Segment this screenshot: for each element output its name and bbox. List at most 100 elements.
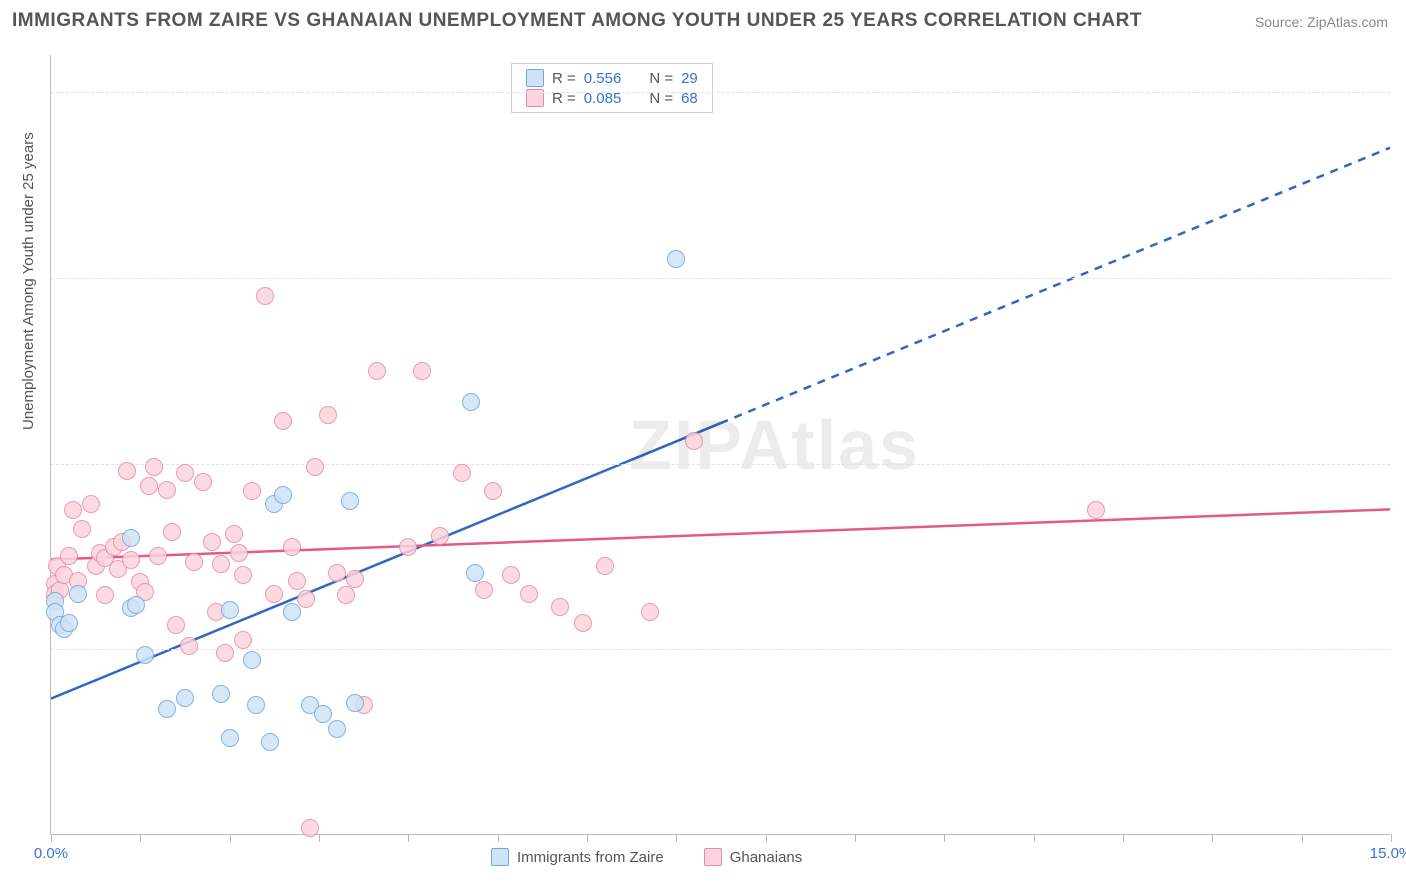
y-axis-label: Unemployment Among Youth under 25 years [20,132,37,430]
data-point [346,694,364,712]
legend-label: Ghanaians [730,849,803,866]
data-point [96,586,114,604]
legend-swatch [491,848,509,866]
legend-swatch [526,69,544,87]
data-point [145,458,163,476]
data-point [685,432,703,450]
data-point [234,631,252,649]
data-point [243,651,261,669]
data-point [328,720,346,738]
trend-line-solid [51,509,1390,559]
data-point [274,412,292,430]
data-point [64,501,82,519]
chart-title: IMMIGRANTS FROM ZAIRE VS GHANAIAN UNEMPL… [12,10,1142,32]
legend-stat-row: R =0.085N =68 [512,88,712,108]
x-tick [944,834,945,842]
trend-line-dashed [721,148,1391,423]
trend-lines-svg [51,55,1390,834]
x-tick [766,834,767,842]
data-point [466,564,484,582]
data-point [167,616,185,634]
watermark: ZIPAtlas [629,405,920,485]
data-point [328,564,346,582]
legend-stat-row: R =0.556N =29 [512,68,712,88]
data-point [306,458,324,476]
data-point [212,685,230,703]
data-point [283,538,301,556]
data-point [641,603,659,621]
data-point [60,547,78,565]
data-point [297,590,315,608]
data-point [118,462,136,480]
data-point [180,637,198,655]
data-point [453,464,471,482]
x-tick [51,834,52,842]
data-point [462,393,480,411]
data-point [158,700,176,718]
data-point [216,644,234,662]
data-point [368,362,386,380]
data-point [520,585,538,603]
data-point [158,481,176,499]
x-tick [1123,834,1124,842]
data-point [221,601,239,619]
data-point [256,287,274,305]
data-point [122,529,140,547]
r-label: R = [552,70,576,87]
legend-correlation-stats: R =0.556N =29R =0.085N =68 [511,63,713,113]
data-point [230,544,248,562]
data-point [234,566,252,584]
plot-area: ZIPAtlas R =0.556N =29R =0.085N =68 Immi… [50,55,1390,835]
x-tick [676,834,677,842]
data-point [475,581,493,599]
data-point [243,482,261,500]
gridline [51,92,1390,93]
data-point [596,557,614,575]
data-point [163,523,181,541]
data-point [346,570,364,588]
n-label: N = [649,70,673,87]
data-point [265,585,283,603]
data-point [341,492,359,510]
data-point [82,495,100,513]
x-tick [587,834,588,842]
data-point [69,585,87,603]
legend-item: Immigrants from Zaire [491,848,664,866]
correlation-chart: IMMIGRANTS FROM ZAIRE VS GHANAIAN UNEMPL… [0,0,1406,892]
data-point [149,547,167,565]
data-point [283,603,301,621]
data-point [288,572,306,590]
data-point [212,555,230,573]
data-point [140,477,158,495]
x-tick [1391,834,1392,842]
data-point [60,614,78,632]
legend-series: Immigrants from Zaire Ghanaians [491,848,802,866]
data-point [225,525,243,543]
data-point [314,705,332,723]
data-point [431,527,449,545]
legend-swatch [704,848,722,866]
data-point [301,819,319,837]
x-tick-label: 15.0% [1370,845,1406,862]
data-point [667,250,685,268]
x-tick [1212,834,1213,842]
data-point [574,614,592,632]
data-point [484,482,502,500]
data-point [203,533,221,551]
data-point [73,520,91,538]
data-point [337,586,355,604]
data-point [194,473,212,491]
data-point [136,646,154,664]
data-point [247,696,265,714]
data-point [261,733,279,751]
legend-label: Immigrants from Zaire [517,849,664,866]
x-tick [319,834,320,842]
data-point [551,598,569,616]
x-tick [408,834,409,842]
gridline [51,464,1390,465]
data-point [122,551,140,569]
data-point [185,553,203,571]
r-value: 0.556 [584,70,622,87]
data-point [176,464,194,482]
data-point [319,406,337,424]
